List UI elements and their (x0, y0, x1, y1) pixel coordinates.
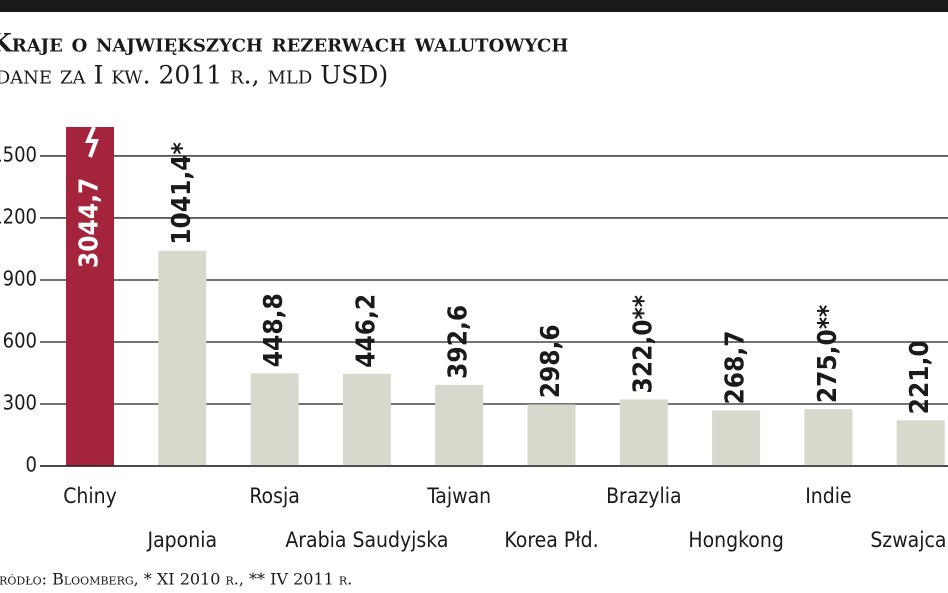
value-label: 221,0 (905, 340, 935, 414)
value-label: 446,2 (351, 294, 381, 368)
value-label: 298,6 (536, 324, 566, 398)
bar (619, 399, 668, 466)
value-label: 322,0** (628, 295, 658, 393)
x-tick-label: Hongkong (688, 528, 783, 552)
value-label: 448,8 (259, 293, 289, 367)
y-tick-label: 300 (3, 390, 37, 414)
y-tick-label: 0 (26, 453, 37, 477)
bar (527, 404, 576, 466)
x-tick-label: Brazylia (606, 484, 681, 508)
value-label: 3044,7 (75, 178, 105, 268)
value-label: 1041,4* (167, 142, 197, 244)
chart-subtitle: (dane za I kw. 2011 r., mld USD) (0, 61, 388, 90)
y-tick-label: 600 (3, 328, 37, 352)
bar (804, 409, 853, 466)
bar (342, 373, 391, 466)
y-tick-label: 1200 (0, 204, 37, 228)
value-label: 275,0** (813, 305, 843, 403)
bar (158, 250, 207, 466)
source-note: Źródło: Bloomberg, * XI 2010 r., ** IV 2… (0, 569, 352, 589)
axis-break (84, 126, 99, 158)
y-tick-label: 900 (3, 266, 37, 290)
bar (250, 373, 299, 466)
top-bar (0, 0, 948, 12)
x-tick-label: Szwajcaria (870, 528, 948, 552)
x-tick-label: Chiny (63, 484, 117, 508)
x-tick-label: Arabia Saudyjska (285, 528, 448, 552)
bar (66, 127, 114, 466)
value-label: 392,6 (444, 305, 474, 379)
bar (712, 410, 761, 466)
bar (435, 384, 484, 466)
x-tick-label: Tajwan (426, 484, 491, 508)
value-label: 268,7 (721, 330, 751, 404)
chart-title: Kraje o największych rezerwach walutowyc… (0, 29, 568, 58)
x-tick-label: Japonia (147, 528, 218, 552)
bar (896, 420, 945, 466)
y-tick-label: 1500 (0, 142, 37, 166)
x-tick-label: Indie (805, 484, 851, 508)
x-tick-label: Rosja (249, 484, 299, 508)
x-tick-label: Korea Płd. (504, 528, 598, 552)
